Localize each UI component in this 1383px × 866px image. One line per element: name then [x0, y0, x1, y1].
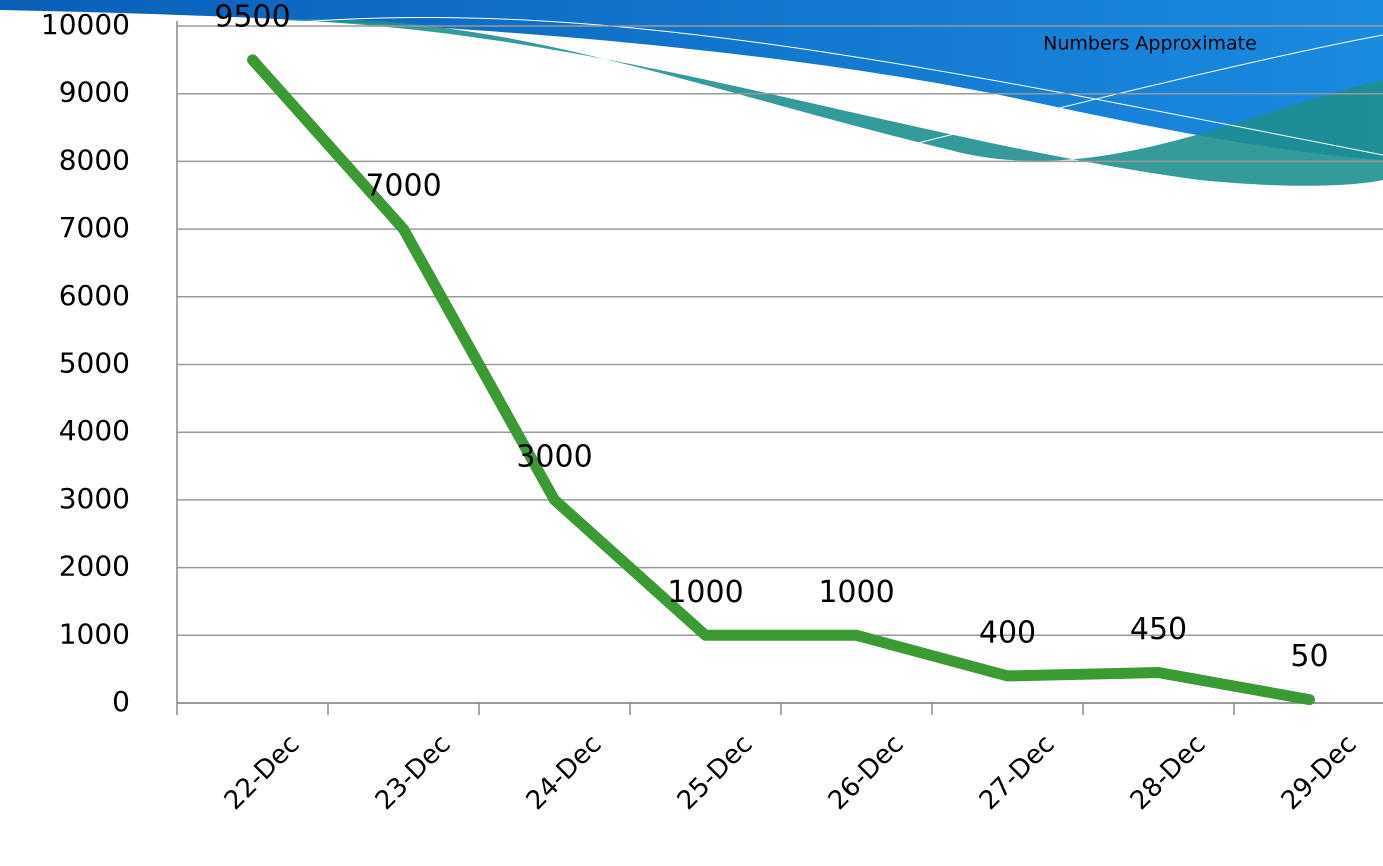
data-label: 50: [1290, 639, 1328, 674]
data-label: 450: [1130, 612, 1187, 647]
x-tick-label: 28-Dec: [1125, 729, 1212, 816]
data-label: 1000: [667, 575, 743, 610]
y-tick-label: 8000: [59, 143, 130, 176]
background-wave: [0, 0, 1383, 186]
y-tick-label: 7000: [59, 211, 130, 244]
x-tick-label: 27-Dec: [974, 729, 1061, 816]
y-tick-label: 10000: [41, 8, 130, 41]
data-label: 7000: [365, 169, 441, 204]
x-tick-label: 23-Dec: [370, 729, 457, 816]
y-tick-label: 6000: [59, 279, 130, 312]
y-tick-label: 3000: [59, 482, 130, 515]
x-tick-label: 25-Dec: [672, 729, 759, 816]
y-tick-label: 5000: [59, 347, 130, 380]
y-tick-label: 4000: [59, 414, 130, 447]
y-tick-label: 1000: [59, 617, 130, 650]
chart: Numbers Approximate 0 1000 2000 3000 4000 500…: [0, 0, 1383, 866]
annotation: Numbers Approximate: [1043, 33, 1257, 55]
y-tick-label: 2000: [59, 550, 130, 583]
x-tick-label: 26-Dec: [823, 729, 910, 816]
x-tick-label: 29-Dec: [1276, 729, 1363, 816]
data-label: 1000: [818, 575, 894, 610]
x-tick-label: 22-Dec: [219, 729, 306, 816]
data-label: 3000: [516, 439, 592, 474]
data-label: 400: [979, 615, 1036, 650]
x-tick-label: 24-Dec: [521, 729, 608, 816]
y-tick-label: 0: [112, 685, 130, 718]
data-label: 9500: [214, 0, 290, 34]
y-tick-label: 9000: [59, 76, 130, 109]
